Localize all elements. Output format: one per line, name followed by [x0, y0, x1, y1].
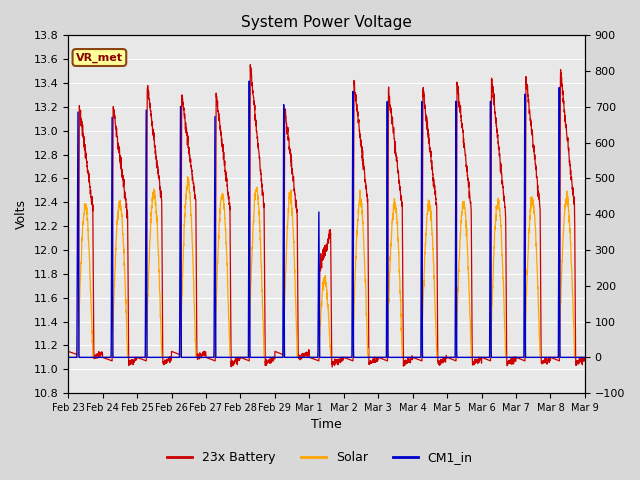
Text: VR_met: VR_met [76, 52, 123, 63]
Y-axis label: Volts: Volts [15, 199, 28, 229]
Title: System Power Voltage: System Power Voltage [241, 15, 412, 30]
X-axis label: Time: Time [311, 419, 342, 432]
Legend: 23x Battery, Solar, CM1_in: 23x Battery, Solar, CM1_in [163, 446, 477, 469]
